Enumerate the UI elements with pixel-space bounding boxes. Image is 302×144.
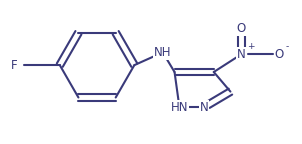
Text: NH: NH [154, 46, 172, 59]
Text: F: F [11, 59, 18, 72]
Text: O: O [275, 48, 284, 61]
Text: O: O [236, 22, 246, 35]
Text: N: N [237, 48, 246, 61]
Text: -: - [285, 42, 289, 51]
Text: +: + [247, 42, 255, 51]
Text: N: N [200, 101, 208, 114]
Text: HN: HN [171, 101, 188, 114]
